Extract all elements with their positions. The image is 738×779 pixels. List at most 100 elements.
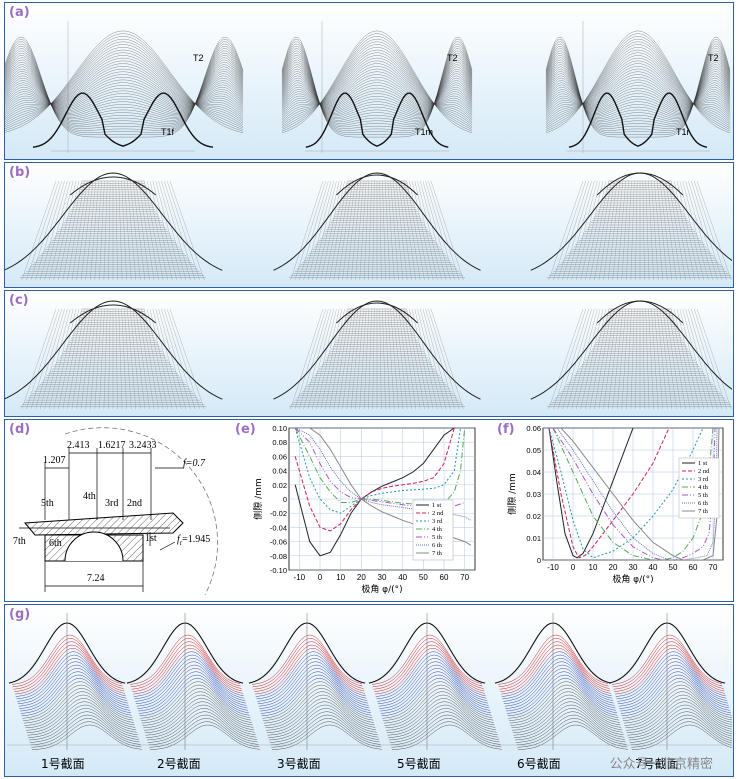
profile-ruling: [382, 180, 386, 281]
profile-ruling: [420, 308, 447, 410]
profile-ruling: [169, 180, 205, 281]
a-family-curve: [5, 55, 244, 123]
profile-ruling: [35, 308, 65, 410]
mesh-profile: [253, 641, 364, 690]
profile-ruling: [299, 308, 329, 410]
label-t2: T2: [708, 53, 719, 63]
x-tick-label: 10: [336, 573, 345, 582]
mesh-profile: [386, 701, 497, 734]
profile-envelope: [5, 172, 223, 271]
profile-ruling: [67, 180, 85, 281]
mesh-profile: [149, 721, 260, 748]
profile-ruling: [124, 180, 132, 281]
caption-section-6: 6号截面: [517, 757, 561, 771]
label-t2: T2: [193, 53, 204, 63]
profile-ruling: [430, 308, 464, 410]
mesh-profile: [503, 658, 614, 702]
mesh-profile: [17, 658, 128, 702]
profile-ruling: [121, 308, 127, 410]
y-tick-label: -0.04: [270, 523, 287, 532]
profile-ruling: [679, 180, 704, 281]
mesh-profile: [16, 654, 127, 700]
profile-ruling: [589, 308, 609, 410]
mesh-profile: [509, 688, 620, 724]
a-family-curve: [545, 68, 731, 111]
a-family-curve: [5, 68, 244, 114]
legend-entry: 7 th: [698, 508, 709, 515]
x-tick-label: 30: [378, 573, 387, 582]
mesh-profile: [266, 701, 377, 734]
mesh-profile: [142, 691, 253, 726]
profile-ruling: [290, 180, 324, 281]
caption-section-2: 2号截面: [157, 757, 201, 771]
mesh-profile: [614, 648, 726, 695]
mesh-profile: [13, 641, 124, 690]
a-family-curve: [545, 77, 731, 110]
mesh-profile: [381, 678, 492, 717]
mesh-profile: [615, 651, 726, 697]
x-tick-label: 20: [609, 563, 618, 572]
x-tick-label: 60: [689, 563, 698, 572]
profile-ruling: [403, 308, 421, 410]
profile-ruling: [155, 180, 182, 281]
a-family-curve: [281, 38, 473, 129]
legend-box: [678, 457, 720, 519]
a-family-curve: [545, 43, 731, 131]
mesh-profile: [27, 704, 138, 736]
a-family-curve: [5, 71, 244, 109]
a-family-curve: [281, 41, 473, 127]
profile-ruling: [682, 180, 709, 281]
legend-entry: 5 th: [432, 534, 443, 541]
x-tick-label: 70: [709, 563, 718, 572]
a-family-curve: [5, 57, 244, 121]
mesh-profile: [625, 694, 732, 729]
profile-ruling: [428, 180, 460, 281]
mesh-profile: [504, 664, 615, 707]
mesh-profile: [262, 681, 373, 719]
mesh-profile: [25, 694, 136, 729]
mesh-profile: [141, 688, 252, 724]
mesh-profile: [146, 711, 258, 741]
a-family-curve: [281, 60, 473, 116]
profile-ruling: [35, 180, 65, 281]
caption-section-7: 7号截面: [635, 757, 679, 771]
mesh-profile: [385, 694, 496, 729]
profile-ruling: [333, 308, 351, 410]
profile-ruling: [411, 180, 434, 281]
mesh-profile: [623, 684, 732, 721]
a-family-curve: [5, 80, 244, 109]
profile-ruling: [585, 308, 606, 410]
a-family-curve: [281, 66, 473, 113]
profile-ruling: [368, 308, 372, 410]
panel-a-plots: T2 T1f T2 T1m T2 T1r: [5, 21, 731, 153]
profile-ruling: [382, 308, 386, 410]
profile-ruling: [403, 180, 421, 281]
profile-ruling: [303, 180, 332, 281]
profile-ruling: [320, 180, 343, 281]
profile-ruling: [571, 308, 598, 410]
profile-ruling: [621, 308, 629, 410]
a-family-curve: [545, 73, 731, 112]
profile-ruling: [49, 308, 74, 410]
a-family-curve: [545, 48, 731, 128]
a-family-curve: [5, 46, 244, 129]
profile-ruling: [26, 180, 59, 281]
profile-ruling: [118, 180, 123, 281]
mesh-profile: [254, 648, 366, 695]
profile-ruling: [337, 308, 353, 410]
panel-b-plots: [5, 172, 732, 281]
a-family-curve: [545, 68, 731, 114]
mesh-profile: [618, 664, 729, 707]
a-family-curve: [281, 77, 473, 110]
profile-ruling: [299, 180, 329, 281]
mesh-profile: [141, 684, 252, 721]
caption-section-3: 3号截面: [277, 757, 321, 771]
a-family-curve: [281, 30, 473, 133]
panel-a: T2 T1f T2 T1m T2 T1r (a): [4, 2, 734, 160]
tooth-2nd: 2nd: [127, 498, 142, 509]
a-family-curve: [545, 79, 731, 107]
mesh-profile: [377, 661, 488, 704]
profile-ruling: [395, 180, 408, 281]
profile-ruling: [406, 180, 425, 281]
a-family-curve: [281, 80, 473, 109]
